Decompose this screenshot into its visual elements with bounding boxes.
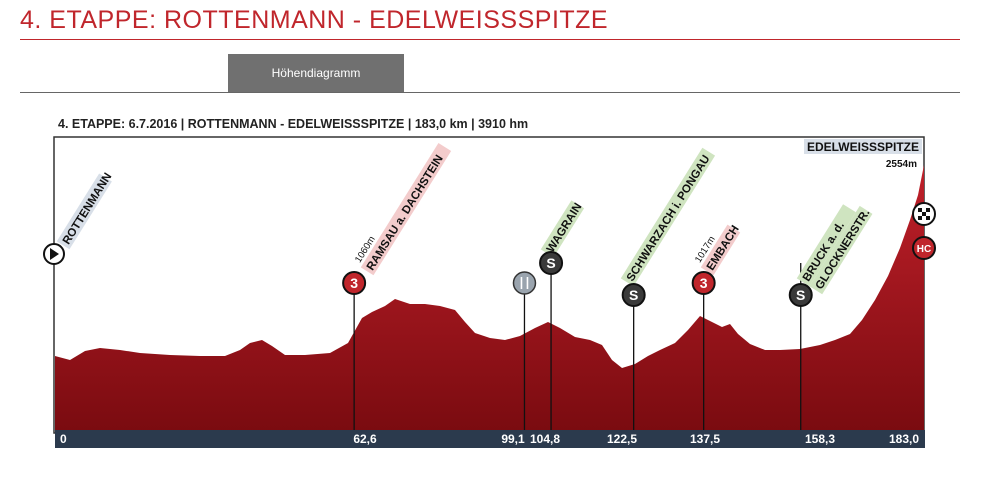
summit-label-bg (804, 139, 922, 154)
sprint-label: S (546, 255, 555, 271)
waypoint-label-bg (620, 147, 716, 287)
summit-label: EDELWEISSSPITZE (807, 140, 919, 154)
km-tick-label: 183,0 (889, 432, 919, 446)
waypoint-label-bg (56, 173, 112, 250)
finish-flag-square (918, 208, 922, 212)
km-tick-label: 0 (60, 432, 67, 446)
finish-flag-square (926, 216, 930, 220)
km-tick-label: 62,6 (353, 432, 377, 446)
sprint-icon (621, 283, 646, 307)
summit-elevation: 2554m (886, 159, 917, 170)
elevation-area (55, 165, 924, 432)
km-tick-label: 122,5 (607, 432, 637, 446)
waypoint-label-bg (809, 205, 873, 295)
title-divider (20, 39, 960, 40)
profile-header: 4. ETAPPE: 6.7.2016 | ROTTENMANN - EDELW… (58, 117, 528, 131)
km-ticks: 0 62,6 99,1 104,8 122,5 137,5 158,3 183,0 (60, 432, 919, 446)
waypoint-label-bg (360, 143, 452, 276)
km-tick-label: 99,1 (501, 432, 525, 446)
climb-category-label: 3 (700, 275, 708, 291)
climb-category-icon (342, 271, 367, 295)
km-tick-label: 158,3 (805, 432, 835, 446)
finish-flag-square (922, 212, 926, 216)
page-title: 4. ETAPPE: ROTTENMANN - EDELWEISSSPITZE (20, 6, 609, 34)
fork-knife-icon (512, 271, 537, 295)
hc-category-icon (912, 236, 936, 260)
sprint-label: S (629, 287, 638, 303)
tab-hoehendiagramm[interactable]: Höhendiagramm (228, 54, 404, 92)
climb-category-icon (691, 271, 716, 295)
waypoint-label-bg (796, 204, 856, 287)
km-tick-label: 104,8 (530, 432, 560, 446)
km-tick-label: 137,5 (690, 432, 720, 446)
sprint-icon (539, 251, 564, 275)
hc-category-label: HC (917, 244, 931, 255)
waypoint-finish-7: HC (912, 202, 936, 260)
waypoint-label-bg (540, 200, 585, 258)
climb-category-label: 3 (350, 275, 358, 291)
start-arrow-glyph (50, 248, 59, 260)
sprint-icon (788, 283, 813, 307)
tab-bar: Höhendiagramm (20, 54, 960, 93)
waypoint-label-bg (700, 224, 741, 276)
waypoint-feed-2 (512, 271, 537, 430)
sprint-label: S (796, 287, 805, 303)
finish-flag-square (918, 216, 922, 220)
distance-axis-bar (55, 430, 925, 448)
finish-flag-square (926, 208, 930, 212)
